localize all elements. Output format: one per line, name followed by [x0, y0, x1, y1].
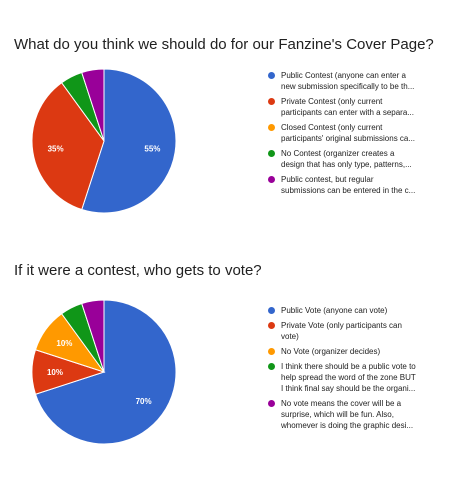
legend-label: Private Vote (only participants can	[281, 321, 402, 330]
legend-label: I think final say should be the organi..…	[281, 384, 416, 393]
cover-page-chart-section: What do you think we should do for our F…	[14, 36, 446, 214]
vote-legend: Public Vote (anyone can vote) Private Vot…	[268, 305, 446, 435]
legend-label: Closed Contest (only current	[281, 123, 383, 132]
legend-swatch	[268, 124, 275, 131]
legend-item: Public Contest (anyone can enter a new su…	[268, 70, 446, 92]
legend-swatch	[268, 150, 275, 157]
legend-item: No Vote (organizer decides)	[268, 346, 446, 357]
legend-swatch	[268, 348, 275, 355]
legend-item: Private Vote (only participants can vote)	[268, 320, 446, 342]
legend-label: No vote means the cover will be a	[281, 399, 402, 408]
legend-label: Private Contest (only current	[281, 97, 383, 106]
legend-item: Closed Contest (only current participants…	[268, 122, 446, 144]
legend-item: Private Contest (only current participant…	[268, 96, 446, 118]
legend-swatch	[268, 98, 275, 105]
slice-data-label: 55%	[144, 145, 160, 154]
pie-slice	[81, 68, 177, 214]
vote-chart-section: If it were a contest, who gets to vote? …	[0, 240, 450, 480]
legend-label: design that has only type, patterns,...	[281, 160, 412, 169]
slice-data-label: 70%	[136, 397, 152, 406]
legend-swatch	[268, 307, 275, 314]
legend-swatch	[268, 176, 275, 183]
pie-slice	[31, 82, 105, 211]
vote-pie-chart: 70% 10% 10%	[31, 299, 177, 445]
slice-data-label: 35%	[48, 145, 64, 154]
legend-swatch	[268, 322, 275, 329]
legend-swatch	[268, 363, 275, 370]
cover-page-legend: Public Contest (anyone can enter a new su…	[268, 70, 446, 200]
legend-label: participants can enter with a separa...	[281, 108, 414, 117]
chart-title: What do you think we should do for our F…	[14, 36, 434, 53]
legend-item: No vote means the cover will be a surpris…	[268, 398, 446, 431]
legend-label: vote)	[281, 332, 299, 341]
legend-label: No Contest (organizer creates a	[281, 149, 395, 158]
pie-slice	[34, 299, 177, 445]
legend-swatch	[268, 72, 275, 79]
legend-label: surprise, which will be fun. Also,	[281, 410, 394, 419]
legend-label: help spread the word of the zone BUT	[281, 373, 416, 382]
legend-label: Public Vote (anyone can vote)	[281, 306, 388, 315]
legend-label: participants' original submissions ca...	[281, 134, 416, 143]
legend-label: Public contest, but regular	[281, 175, 374, 184]
slice-data-label: 10%	[56, 339, 72, 348]
legend-label: submissions can be entered in the c...	[281, 186, 416, 195]
legend-label: I think there should be a public vote to	[281, 362, 416, 371]
legend-label: new submission specifically to be th...	[281, 82, 415, 91]
cover-page-pie-chart: 55% 35%	[31, 68, 177, 214]
legend-label: whomever is doing the graphic desi...	[281, 421, 414, 430]
slice-data-label: 10%	[47, 368, 63, 377]
legend-label: No Vote (organizer decides)	[281, 347, 381, 356]
legend-label: Public Contest (anyone can enter a	[281, 71, 406, 80]
pie-slice	[81, 68, 105, 142]
legend-swatch	[268, 400, 275, 407]
pie-slice	[81, 299, 105, 373]
legend-item: I think there should be a public vote to…	[268, 361, 446, 394]
legend-item: No Contest (organizer creates a design th…	[268, 148, 446, 170]
legend-item: Public Vote (anyone can vote)	[268, 305, 446, 316]
legend-item: Public contest, but regular submissions c…	[268, 174, 446, 196]
chart-title: If it were a contest, who gets to vote?	[14, 262, 262, 279]
